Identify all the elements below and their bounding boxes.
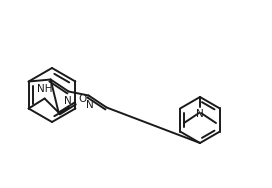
Text: NH: NH: [37, 84, 52, 95]
Text: O: O: [79, 95, 87, 105]
Text: N: N: [64, 96, 72, 106]
Text: N: N: [86, 101, 94, 111]
Text: N: N: [196, 109, 204, 119]
